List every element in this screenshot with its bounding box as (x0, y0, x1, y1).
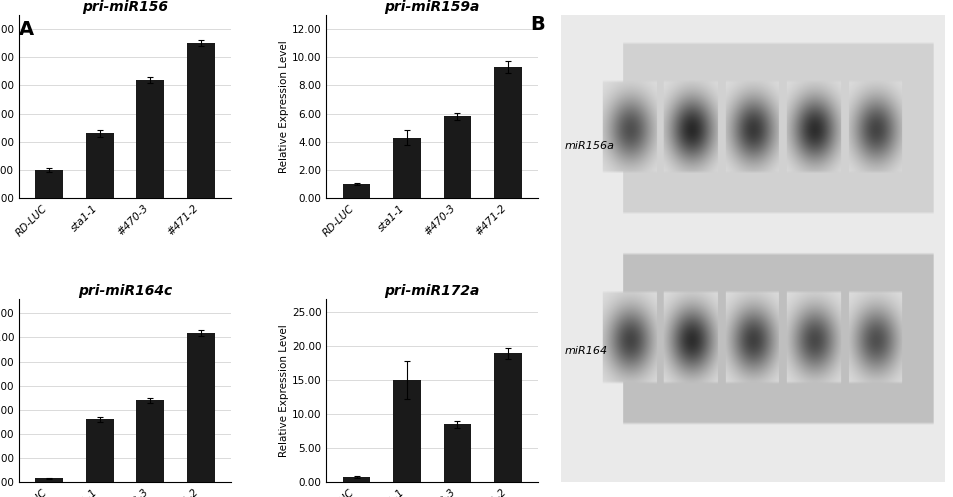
Text: miR164: miR164 (564, 346, 607, 356)
Text: B: B (530, 15, 544, 34)
Bar (443, 424, 471, 482)
Text: A: A (19, 20, 34, 39)
Bar (342, 477, 370, 482)
Y-axis label: Relative Expression Level: Relative Expression Level (279, 324, 289, 457)
Title: pri-miR172a: pri-miR172a (384, 284, 479, 298)
Bar (342, 184, 370, 198)
Bar (187, 43, 214, 198)
Bar (494, 67, 521, 198)
Text: miR156a: miR156a (564, 141, 614, 151)
Bar (86, 133, 113, 198)
Bar (35, 478, 63, 482)
Bar (136, 400, 164, 482)
Bar (393, 138, 420, 198)
Title: pri-miR159a: pri-miR159a (384, 0, 479, 14)
Title: pri-miR156: pri-miR156 (82, 0, 168, 14)
Bar (187, 332, 214, 482)
Y-axis label: Relative Expression Level: Relative Expression Level (279, 40, 289, 173)
Bar (86, 419, 113, 482)
Bar (443, 116, 471, 198)
Bar (393, 380, 420, 482)
Bar (35, 170, 63, 198)
Bar (494, 353, 521, 482)
Bar (136, 80, 164, 198)
Title: pri-miR164c: pri-miR164c (78, 284, 172, 298)
